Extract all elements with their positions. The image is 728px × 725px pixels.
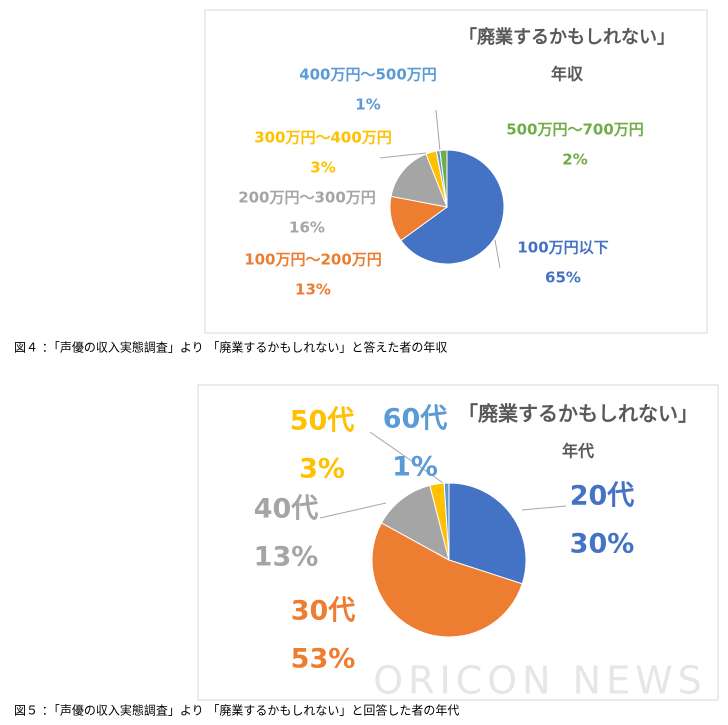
slice-category-label: 40代 — [254, 494, 319, 525]
slice-value-label: 1% — [355, 96, 380, 114]
slice-category-label: 500万円～700万円 — [506, 121, 644, 139]
slice-category-label: 300万円～400万円 — [254, 129, 392, 147]
slice-category-label: 60代 — [383, 404, 448, 435]
pie-slice — [439, 149, 448, 208]
pie-slice — [380, 484, 450, 561]
leader-line — [494, 239, 501, 269]
slice-value-label: 16% — [289, 219, 325, 237]
slice-category-label: 30代 — [291, 596, 356, 627]
slice-value-label: 65% — [545, 269, 581, 287]
pie-slice — [448, 482, 527, 585]
slice-category-label: 100万円～200万円 — [244, 251, 382, 269]
slice-category-label: 50代 — [290, 406, 355, 437]
chart-subtitle: 年代 — [562, 442, 594, 461]
leader-line — [319, 502, 387, 519]
pie-slice — [400, 149, 505, 265]
slice-value-label: 13% — [254, 542, 319, 573]
slice-value-label: 3% — [310, 159, 335, 177]
pie-slice — [371, 522, 523, 638]
slice-value-label: 13% — [295, 281, 331, 299]
slice-value-label: 3% — [299, 454, 345, 485]
pie-slice — [390, 153, 448, 208]
leader-line — [379, 152, 427, 159]
slice-category-label: 400万円～500万円 — [299, 66, 437, 84]
slice-category-label: 100万円以下 — [517, 239, 608, 257]
chart-subtitle: 年収 — [551, 65, 584, 84]
leader-line — [435, 109, 441, 152]
slice-value-label: 2% — [562, 151, 587, 169]
figure-caption: 図４ ：「声優の収入実態調査」より 「廃業するかもしれない」と答えた者の年収 — [14, 340, 447, 355]
leader-line — [369, 431, 447, 486]
slice-category-label: 200万円～300万円 — [238, 189, 376, 207]
figure-caption: 図５ ：「声優の収入実態調査」より 「廃業するかもしれない」と回答した者の年代 — [14, 703, 459, 718]
watermark: ORICON NEWS — [373, 659, 707, 703]
pie-slice — [443, 482, 450, 561]
leader-line — [521, 505, 567, 511]
slice-value-label: 53% — [291, 644, 356, 675]
slice-value-label: 30% — [570, 529, 635, 560]
chart-title: 「廃業するかもしれない」 — [458, 402, 698, 426]
slice-category-label: 20代 — [570, 481, 635, 512]
chart-title: 「廃業するかもしれない」 — [459, 26, 675, 48]
slice-value-label: 1% — [392, 452, 438, 483]
